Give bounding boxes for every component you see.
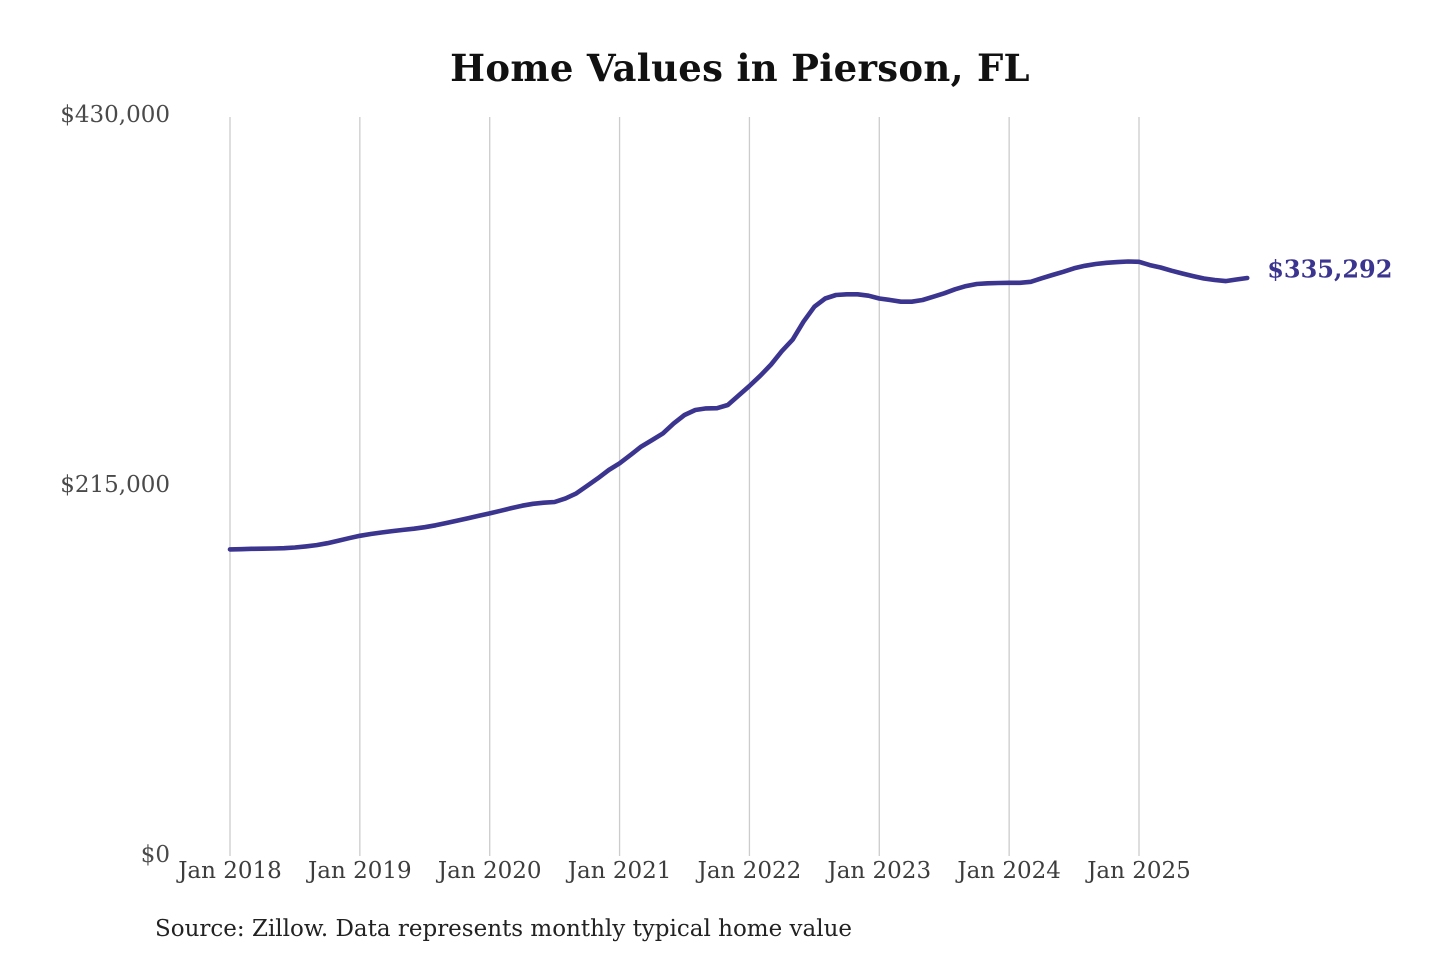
latest-value-label: $335,292 xyxy=(1267,254,1393,284)
x-axis-tick-label: Jan 2024 xyxy=(957,858,1061,884)
x-axis-tick-label: Jan 2021 xyxy=(567,858,672,884)
x-axis-tick-label: Jan 2018 xyxy=(178,858,282,884)
chart-title: Home Values in Pierson, FL xyxy=(450,46,1030,90)
home-value-series-line xyxy=(227,259,1250,552)
x-axis-tick-label: Jan 2022 xyxy=(697,858,802,884)
y-axis-tick-label: $215,000 xyxy=(60,472,170,498)
x-axis-tick-label: Jan 2025 xyxy=(1087,858,1191,884)
x-axis-tick-label: Jan 2020 xyxy=(437,858,542,884)
y-axis-tick-label: $430,000 xyxy=(60,102,170,128)
x-axis-tick-label: Jan 2019 xyxy=(308,858,412,884)
x-axis-tick-label: Jan 2023 xyxy=(827,858,932,884)
source-note: Source: Zillow. Data represents monthly … xyxy=(155,916,853,942)
y-axis-tick-label: $0 xyxy=(140,842,170,868)
